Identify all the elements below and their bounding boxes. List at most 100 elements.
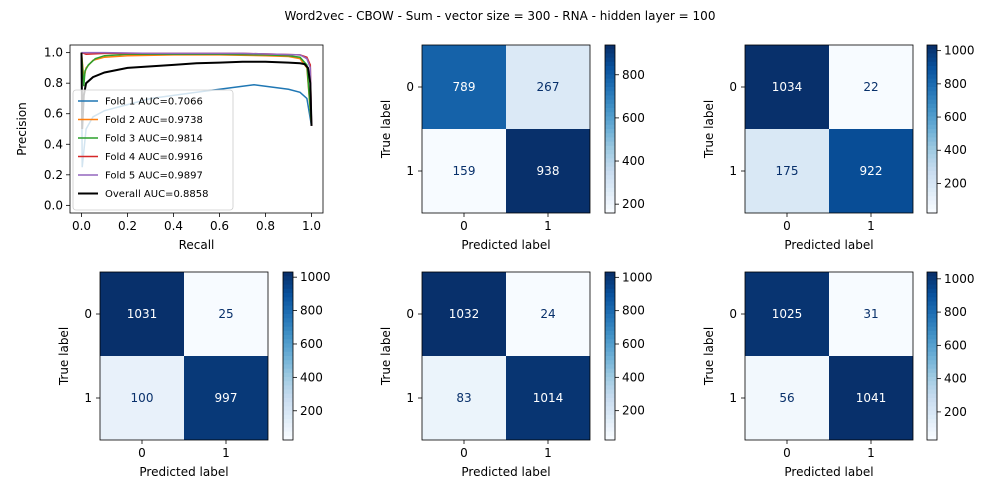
matrix-cell-0-1 xyxy=(506,272,590,356)
colorbar-band xyxy=(605,108,615,113)
colorbar-tick-label: 400 xyxy=(944,372,967,386)
confusion-fold-2: 1034 22 175 922 0 1 0 1 Predicted label True labe… xyxy=(702,44,975,252)
colorbar-band xyxy=(605,91,615,96)
pr-y-tick-label: 0.0 xyxy=(44,198,63,212)
colorbar-band xyxy=(605,330,615,336)
matrix-cell-value: 1032 xyxy=(449,307,480,321)
colorbar-band xyxy=(283,356,293,361)
matrix-x-tick-label: 1 xyxy=(544,219,552,233)
colorbar-band xyxy=(283,372,293,378)
colorbar-band xyxy=(605,120,615,126)
matrix-cell-0-0 xyxy=(745,45,829,129)
colorbar-band xyxy=(605,133,615,138)
pr-y-tick-label: 0.4 xyxy=(44,137,63,151)
colorbar-band xyxy=(605,95,615,101)
colorbar-band xyxy=(605,129,615,134)
matrix-y-tick-label: 0 xyxy=(84,307,92,321)
colorbar-band xyxy=(605,364,615,370)
colorbar-band xyxy=(283,330,293,336)
colorbar-band xyxy=(605,356,615,361)
colorbar-band xyxy=(927,112,937,117)
pr-x-tick-label: 0.4 xyxy=(164,219,183,233)
colorbar-band xyxy=(605,145,615,151)
colorbar: 200 400 600 800 xyxy=(604,44,645,214)
matrix-cell-value: 159 xyxy=(453,164,476,178)
pr-x-tick-label: 0.2 xyxy=(118,219,137,233)
colorbar-band xyxy=(605,204,615,210)
colorbar-band xyxy=(927,166,937,172)
matrix-cell-0-1 xyxy=(184,272,268,356)
pr-x-tick-label: 0.0 xyxy=(72,219,91,233)
colorbar-band xyxy=(927,66,937,71)
colorbar-band xyxy=(605,141,615,147)
colorbar-band xyxy=(605,301,615,307)
colorbar-tick-label: 800 xyxy=(944,305,967,319)
colorbar-band xyxy=(283,393,293,399)
colorbar-band xyxy=(605,272,615,277)
matrix-cell-value: 83 xyxy=(456,391,471,405)
colorbar-band xyxy=(605,419,615,424)
colorbar-tick-label: 400 xyxy=(300,370,323,384)
colorbar-tick-label: 800 xyxy=(300,304,323,318)
colorbar-band xyxy=(283,318,293,323)
colorbar-band xyxy=(605,179,615,185)
matrix-cell-value: 175 xyxy=(776,164,799,178)
colorbar-band xyxy=(927,129,937,134)
colorbar-band xyxy=(927,61,937,67)
colorbar-band xyxy=(283,368,293,374)
colorbar-band xyxy=(605,162,615,168)
colorbar-tick-label: 1000 xyxy=(944,44,975,58)
pr-y-axis-label: Precision xyxy=(15,102,29,156)
matrix-cell-1-0 xyxy=(422,356,506,440)
colorbar-band xyxy=(605,103,615,109)
pr-legend: Fold 1 AUC=0.7066 Fold 2 AUC=0.9738 Fold 3… xyxy=(72,89,234,211)
colorbar-frame xyxy=(604,44,616,214)
colorbar-band xyxy=(605,87,615,92)
colorbar-band xyxy=(927,423,937,428)
colorbar-band xyxy=(283,339,293,344)
colorbar-band xyxy=(927,309,937,315)
colorbar-band xyxy=(605,347,615,353)
colorbar-band xyxy=(927,406,937,412)
confusion-fold-4: 1032 24 83 1014 0 1 0 1 Predicted label True labe… xyxy=(379,270,653,479)
matrix-cell-value: 938 xyxy=(537,164,560,178)
colorbar-band xyxy=(605,183,615,189)
colorbar-band xyxy=(927,339,937,344)
colorbar: 200 400 600 800 1000 xyxy=(926,271,975,441)
matrix-y-tick-label: 1 xyxy=(406,164,414,178)
colorbar-band xyxy=(927,330,937,336)
colorbar-band xyxy=(283,398,293,403)
pr-x-tick-label: 1.0 xyxy=(302,219,321,233)
colorbar-band xyxy=(605,99,615,105)
colorbar-band xyxy=(283,288,293,294)
colorbar-band xyxy=(605,284,615,290)
colorbar-band xyxy=(927,196,937,201)
colorbar-tick-label: 600 xyxy=(622,111,645,125)
colorbar-band xyxy=(927,108,937,113)
pr-x-tick-label: 0.8 xyxy=(256,219,275,233)
colorbar-band xyxy=(927,154,937,159)
colorbar-band xyxy=(605,305,615,311)
colorbar-band xyxy=(927,49,937,54)
colorbar-band xyxy=(927,322,937,328)
legend-entry-2: Fold 2 AUC=0.9738 xyxy=(105,115,203,126)
colorbar-tick-label: 1000 xyxy=(300,270,331,284)
colorbar-band xyxy=(283,427,293,433)
colorbar-tick-label: 400 xyxy=(622,154,645,168)
colorbar-band xyxy=(927,364,937,370)
colorbar-band xyxy=(605,61,615,67)
figure-suptitle: Word2vec - CBOW - Sum - vector size = 30… xyxy=(285,9,716,23)
colorbar-band xyxy=(605,187,615,193)
colorbar-band xyxy=(605,166,615,172)
colorbar-band xyxy=(605,293,615,298)
matrix-x-tick-label: 0 xyxy=(460,219,468,233)
colorbar-band xyxy=(605,280,615,286)
pr-x-tick-label: 0.6 xyxy=(210,219,229,233)
colorbar-band xyxy=(927,70,937,75)
matrix-cell-value: 267 xyxy=(537,80,560,94)
pr-y-tick-label: 1.0 xyxy=(44,46,63,60)
colorbar-band xyxy=(605,335,615,340)
colorbar-frame xyxy=(926,44,938,214)
matrix-cell-value: 1025 xyxy=(772,307,803,321)
colorbar-band xyxy=(927,351,937,357)
